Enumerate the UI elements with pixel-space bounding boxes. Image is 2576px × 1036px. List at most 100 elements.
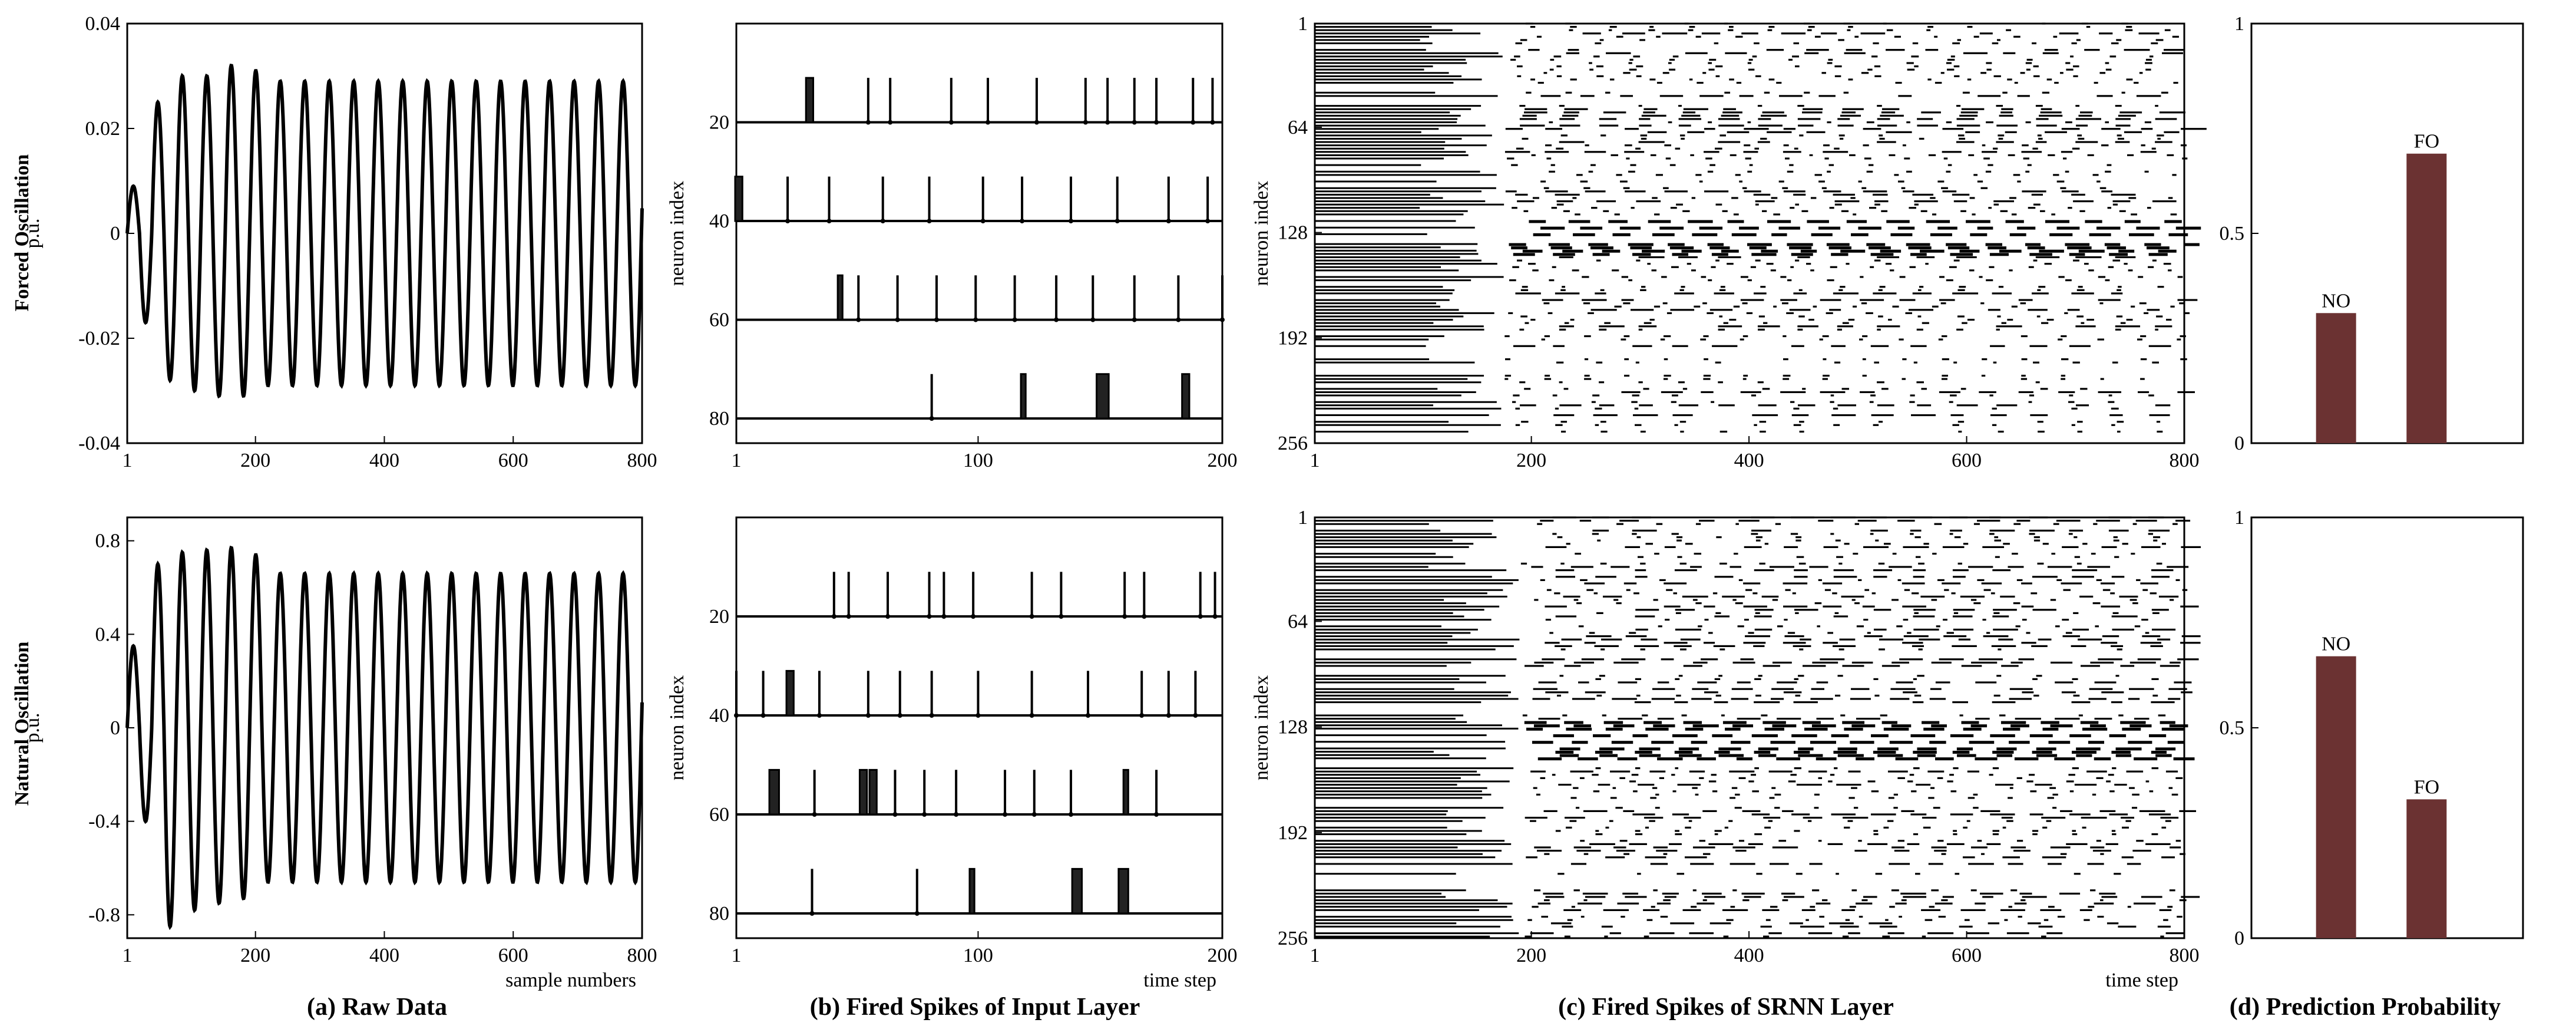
spike-burst <box>1935 757 1954 761</box>
spike-burst <box>2164 49 2184 51</box>
spike-burst <box>1983 589 1991 591</box>
spike-burst <box>1783 358 1788 361</box>
spike-burst <box>1575 553 1582 555</box>
spike-burst <box>1626 589 1631 591</box>
spike-burst <box>2133 902 2156 905</box>
spike-burst <box>2009 197 2016 199</box>
x-tick-label: 600 <box>1952 945 1982 966</box>
spike-burst <box>1572 197 1577 199</box>
spike-burst <box>2049 233 2073 236</box>
spike-burst <box>1590 164 1596 166</box>
spike-burst <box>1965 131 1980 133</box>
spike-burst <box>2145 780 2150 783</box>
spike-burst <box>2011 213 2017 216</box>
spike-burst <box>1946 843 1965 845</box>
spike-burst <box>2092 174 2099 176</box>
spike-burst <box>1902 642 1923 644</box>
spike-burst <box>1921 111 1941 114</box>
spike-burst <box>2148 529 2170 532</box>
spike-burst <box>2111 193 2136 196</box>
spike-burst <box>1808 25 1815 28</box>
spike-burst <box>1723 935 1729 938</box>
spike-burst <box>1730 566 1741 568</box>
spike-burst <box>1848 318 1855 321</box>
spike-burst <box>1804 727 1828 731</box>
spike-burst <box>1599 675 1605 677</box>
spike-burst <box>1624 358 1629 361</box>
spike-burst <box>2181 128 2207 130</box>
spike-burst <box>1515 424 1520 426</box>
spike-burst <box>2145 62 2152 64</box>
spike-burst <box>1953 767 1959 770</box>
spike-burst <box>2111 407 2119 410</box>
spike-burst <box>2115 675 2119 677</box>
spike-burst <box>2053 174 2059 176</box>
spike-burst <box>1952 751 1970 754</box>
spike-burst <box>2181 691 2193 694</box>
spike-burst <box>1656 81 1662 84</box>
spike-burst <box>1714 678 1721 680</box>
spike-burst <box>1932 553 1937 555</box>
spike-burst <box>1593 790 1600 793</box>
spike-burst <box>2082 543 2088 545</box>
spike-burst <box>2022 144 2029 147</box>
y-tick-label: 1 <box>1298 13 1308 35</box>
spike-burst <box>1634 701 1651 704</box>
spike-burst <box>2031 193 2043 196</box>
spike-burst <box>1964 919 1970 921</box>
spike-burst <box>2152 694 2158 697</box>
spike-dot <box>1212 614 1218 619</box>
spike-burst <box>2180 853 2185 855</box>
spike-burst <box>1779 95 1803 97</box>
spike-burst <box>1540 226 1565 230</box>
spike-burst <box>1810 906 1816 908</box>
spike-burst <box>2014 81 2018 84</box>
spike-burst <box>1926 29 1931 31</box>
spike-burst <box>1992 751 2014 754</box>
spike-burst <box>1830 533 1834 535</box>
spike-burst <box>1619 840 1628 842</box>
spike-burst <box>1602 249 1621 253</box>
spike-burst <box>1638 784 1655 786</box>
spike-burst <box>1552 533 1557 535</box>
spike-burst <box>1785 589 1791 591</box>
spike-burst <box>1739 226 1759 230</box>
spike-burst <box>1553 345 1565 347</box>
spike-burst <box>1946 632 1954 634</box>
spike-burst <box>1949 533 1953 535</box>
spike-burst <box>1558 784 1572 786</box>
spike-burst <box>1878 315 1883 318</box>
spike-burst <box>1653 599 1658 601</box>
spike-burst <box>1859 338 1863 341</box>
spike-burst <box>2115 141 2130 143</box>
spike-burst <box>1956 747 1973 751</box>
spike-burst <box>1691 698 1712 700</box>
spike-burst <box>1635 609 1659 611</box>
spike-burst <box>1901 187 1906 189</box>
spike-burst <box>1560 289 1566 291</box>
spike-burst <box>1848 770 1861 773</box>
spike-burst <box>2064 312 2068 315</box>
spike-burst <box>2108 394 2112 397</box>
spike-burst <box>1913 767 1920 770</box>
spike-burst <box>1952 292 1979 295</box>
spike-burst <box>1519 118 1537 120</box>
x-tick-label: 1 <box>1310 945 1320 966</box>
spike-dot <box>1154 120 1159 125</box>
spike-burst <box>1874 75 1881 77</box>
spike-burst <box>2140 335 2147 338</box>
spike-burst <box>1792 55 1799 58</box>
spike-burst <box>1878 421 1883 423</box>
spike-burst <box>2124 220 2141 223</box>
spike-burst <box>2131 305 2135 308</box>
spike-burst <box>1555 193 1580 196</box>
spike-burst <box>1845 919 1850 921</box>
spike-burst <box>2032 830 2039 832</box>
spike-burst <box>1657 718 1674 720</box>
spike-burst <box>2141 896 2162 898</box>
spike-burst <box>1758 404 1777 407</box>
spike-burst <box>1780 391 1806 394</box>
spike-dot <box>975 713 981 718</box>
y-tick-label: 0.5 <box>2220 223 2245 245</box>
spike-burst <box>1657 757 1683 761</box>
